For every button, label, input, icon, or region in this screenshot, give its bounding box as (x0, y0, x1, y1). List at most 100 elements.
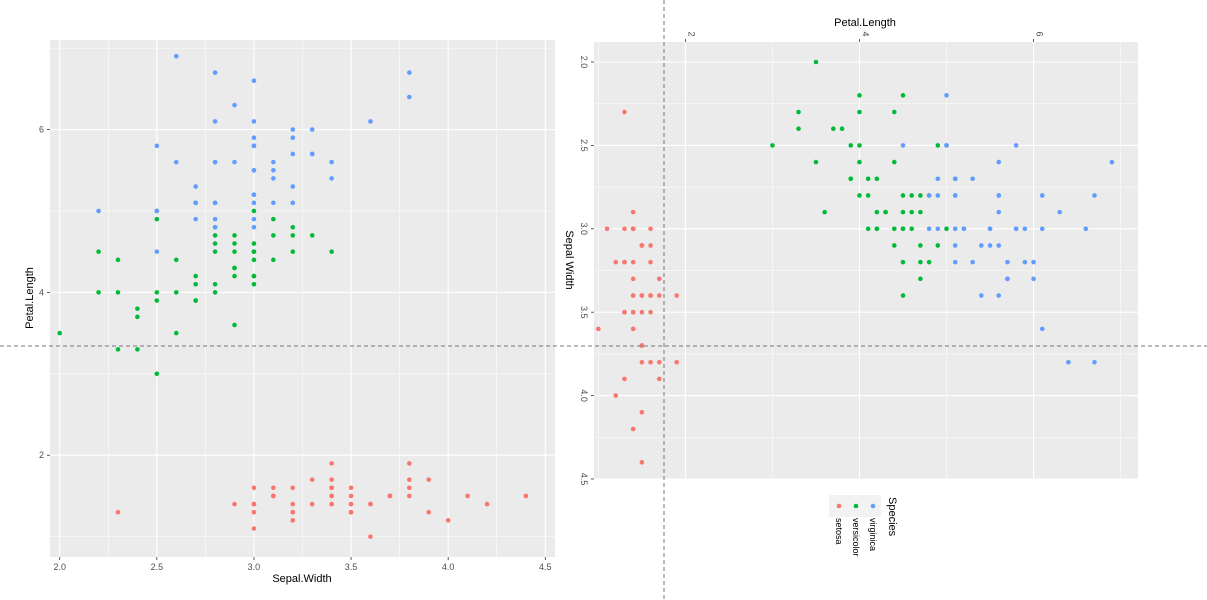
point-virginica (251, 216, 257, 222)
point-versicolor (115, 347, 121, 352)
point-virginica (1005, 259, 1010, 265)
point-setosa (407, 493, 412, 499)
point-versicolor (232, 273, 237, 279)
point-setosa (648, 243, 653, 248)
point-setosa (329, 493, 334, 499)
point-setosa (271, 485, 276, 491)
point-virginica (952, 243, 958, 248)
point-virginica (935, 193, 941, 198)
point-setosa (630, 259, 636, 265)
point-virginica (329, 159, 334, 165)
point-versicolor (173, 330, 179, 336)
point-setosa (639, 409, 645, 415)
point-virginica (232, 159, 237, 165)
point-versicolor (909, 209, 914, 215)
point-versicolor (935, 143, 941, 148)
y-tick-label: 4 (39, 287, 44, 297)
point-virginica (290, 135, 296, 141)
point-setosa (368, 534, 373, 539)
point-setosa (622, 309, 627, 315)
point-versicolor (874, 176, 880, 182)
x-tick-label: 4.5 (539, 562, 552, 572)
point-setosa (271, 493, 276, 499)
point-versicolor (848, 176, 854, 182)
point-versicolor (900, 226, 906, 232)
point-virginica (952, 176, 958, 182)
point-setosa (648, 226, 653, 232)
point-virginica (926, 193, 932, 198)
point-setosa (648, 293, 653, 298)
point-virginica (193, 200, 198, 206)
point-setosa (407, 485, 412, 491)
point-virginica (1031, 259, 1036, 265)
left-scatter-plot: 2.0 2.5 3.0 3.5 4.0 4.5 2 4 6 Sepal.Width Petal… (24, 40, 555, 585)
point-setosa (251, 526, 257, 531)
point-versicolor (918, 276, 923, 282)
point-virginica (1039, 326, 1045, 332)
point-virginica (996, 243, 1002, 248)
point-virginica (996, 293, 1002, 298)
point-versicolor (918, 243, 923, 248)
point-virginica (154, 208, 160, 214)
point-virginica (970, 176, 975, 182)
point-setosa (368, 501, 373, 507)
point-versicolor (918, 209, 923, 215)
point-setosa (622, 259, 627, 265)
point-setosa (674, 293, 679, 298)
point-setosa (387, 493, 393, 499)
point-virginica (1057, 209, 1062, 215)
point-versicolor (135, 306, 140, 311)
point-versicolor (96, 290, 101, 295)
point-versicolor (96, 249, 101, 254)
point-virginica (212, 200, 218, 206)
y-tick-label: 3.5 (579, 306, 589, 319)
point-setosa (348, 501, 354, 507)
point-versicolor (796, 126, 801, 132)
point-virginica (251, 143, 257, 149)
point-virginica (970, 259, 975, 265)
legend-label-virginica: virginica (868, 518, 878, 551)
point-versicolor (865, 176, 871, 182)
point-versicolor (271, 257, 276, 263)
point-setosa (639, 359, 645, 365)
point-virginica (987, 226, 993, 232)
point-setosa (232, 501, 237, 507)
point-setosa (115, 509, 121, 515)
point-setosa (639, 460, 645, 465)
point-versicolor (857, 109, 862, 115)
point-virginica (996, 209, 1002, 215)
right-plot-grid (594, 42, 1138, 480)
point-virginica (173, 53, 179, 59)
point-versicolor (154, 216, 160, 222)
point-versicolor (212, 233, 218, 238)
point-versicolor (857, 93, 862, 98)
x-tick-label: 6 (1035, 31, 1045, 36)
point-versicolor (232, 265, 237, 271)
point-setosa (348, 493, 354, 499)
legend-key-setosa (836, 503, 842, 509)
point-virginica (952, 226, 958, 232)
point-versicolor (900, 293, 906, 298)
point-versicolor (115, 257, 121, 263)
y-tick-label: 3.0 (579, 223, 589, 236)
x-tick-label: 2.5 (151, 562, 164, 572)
point-setosa (290, 501, 296, 507)
x-tick-label: 4 (860, 31, 870, 36)
point-versicolor (173, 257, 179, 263)
point-virginica (290, 151, 296, 157)
point-versicolor (883, 209, 888, 215)
point-versicolor (891, 226, 897, 232)
point-setosa (348, 509, 354, 515)
point-versicolor (900, 259, 906, 265)
left-y-tick-labels: 2 4 6 (39, 125, 50, 460)
y-tick-label: 4.0 (579, 389, 589, 402)
point-virginica (251, 192, 257, 197)
point-versicolor (251, 257, 257, 263)
point-virginica (1005, 276, 1010, 282)
right-x-axis-label: Petal.Length (834, 17, 896, 29)
point-versicolor (918, 193, 923, 198)
point-versicolor (900, 209, 906, 215)
point-setosa (290, 509, 296, 515)
point-versicolor (918, 259, 923, 265)
